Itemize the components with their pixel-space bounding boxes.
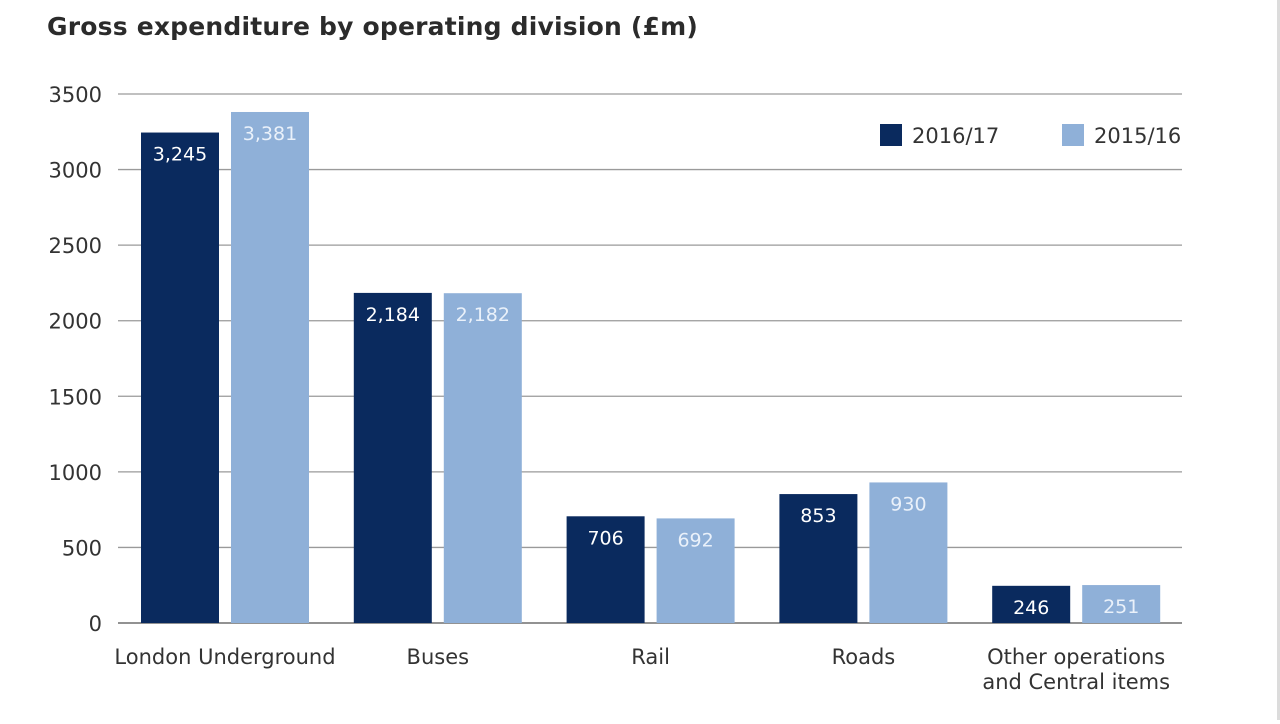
y-tick-label: 1000 (49, 461, 102, 485)
x-tick-label-line: Roads (832, 645, 896, 669)
bar (656, 518, 735, 623)
data-label: 3,381 (243, 123, 297, 145)
y-tick-label: 2000 (49, 310, 102, 334)
bar (566, 516, 645, 623)
y-tick-label: 3500 (49, 83, 102, 107)
y-tick-label: 0 (89, 612, 102, 636)
bar (231, 111, 309, 624)
bar (141, 132, 219, 623)
data-label: 3,245 (153, 144, 207, 166)
bar (992, 585, 1071, 623)
chart-title: Gross expenditure by operating division … (47, 12, 699, 41)
x-tick-label-line: Rail (631, 645, 670, 669)
x-tick-label: Other operations and Central items (982, 645, 1170, 694)
data-label: 246 (1013, 597, 1049, 619)
data-label: 706 (587, 527, 623, 549)
data-label: 251 (1103, 596, 1139, 618)
y-tick-label: 2500 (49, 234, 102, 258)
data-label: 2,184 (366, 304, 420, 326)
bar (1082, 585, 1161, 623)
legend-swatch (880, 124, 902, 146)
y-tick-label: 500 (62, 536, 102, 560)
bar (443, 293, 522, 623)
legend-label: 2015/16 (1094, 124, 1181, 148)
x-tick-label-line: London Underground (114, 645, 335, 669)
legend-label: 2016/17 (912, 124, 999, 148)
y-tick-label: 1500 (49, 385, 102, 409)
bar (779, 494, 858, 623)
data-label: 692 (677, 529, 713, 551)
y-tick-label: 3000 (49, 159, 102, 183)
x-tick-label: Roads (832, 645, 896, 669)
bar (353, 292, 432, 623)
data-label: 930 (890, 493, 926, 515)
data-label: 2,182 (456, 304, 510, 326)
x-tick-label: London Underground (114, 645, 335, 669)
x-tick-label: Buses (407, 645, 470, 669)
bar (869, 482, 948, 623)
x-tick-label-line: Buses (407, 645, 470, 669)
x-tick-label-line: and Central items (982, 670, 1170, 694)
x-tick-label-line: Other operations (987, 645, 1165, 669)
legend-swatch (1062, 124, 1084, 146)
data-label: 853 (800, 505, 836, 527)
x-tick-label: Rail (631, 645, 670, 669)
